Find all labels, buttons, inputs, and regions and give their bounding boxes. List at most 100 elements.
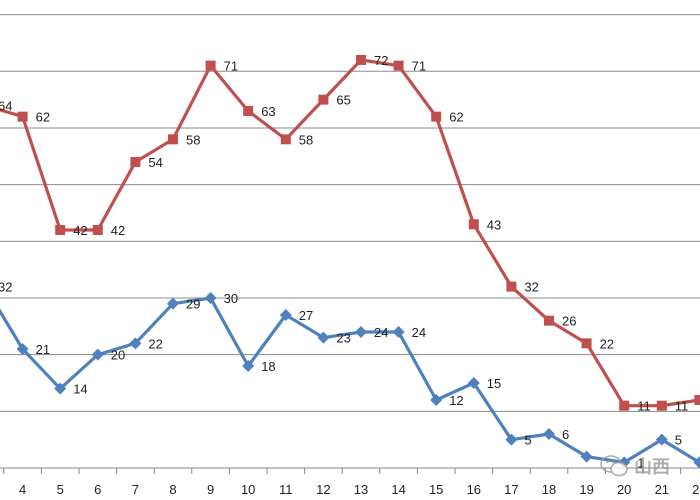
blue-series-point [167, 297, 179, 310]
red-series-point [92, 224, 103, 235]
blue-series-data-label: 1 [637, 455, 644, 470]
red-series-line [0, 58, 700, 408]
red-series-data-label: 42 [73, 223, 87, 238]
blue-series-data-label: 5 [675, 433, 682, 448]
x-tick-label: 4 [19, 482, 26, 497]
x-tick-label: 8 [169, 482, 176, 497]
red-series-data-label: 71 [412, 59, 426, 74]
blue-series-data-label: 27 [299, 308, 313, 323]
red-series-data-label: 54 [148, 155, 162, 170]
red-series-point [393, 60, 404, 71]
blue-series-data-label: 24 [412, 325, 426, 340]
x-tick-label: 20 [617, 482, 631, 497]
blue-series-point [317, 331, 330, 344]
blue-series-line [0, 296, 700, 464]
red-series-data-label: 62 [449, 110, 463, 125]
x-tick-label: 15 [429, 482, 443, 497]
blue-series-point [54, 382, 67, 395]
wechat-icon [600, 455, 628, 477]
blue-series-point [204, 291, 217, 304]
blue-series-point [693, 456, 700, 469]
series-red: 64 62 42 42 54 58 71 63 58 65 72 71 62 43 32 26 22 11 11 [0, 53, 700, 414]
watermark: 山西 [600, 448, 700, 484]
x-tick-label: 11 [279, 482, 293, 497]
blue-series-data-label: 15 [487, 376, 501, 391]
red-series-point [280, 134, 291, 145]
red-series-data-label: 62 [36, 110, 50, 125]
red-series-data-label: 71 [224, 59, 238, 74]
red-series-data-label: 64 [0, 98, 12, 113]
blue-series-point [91, 348, 104, 361]
x-tick-label: 7 [132, 482, 139, 497]
blue-series-point [392, 325, 405, 338]
blue-series-data-label: 29 [186, 297, 200, 312]
red-series-data-label: 65 [336, 93, 350, 108]
blue-series-point [543, 427, 555, 440]
x-tick-label: 12 [316, 482, 330, 497]
watermark-text: 山西 [634, 457, 670, 478]
red-series-data-label: 43 [487, 217, 501, 232]
red-series-data-label: 42 [111, 223, 125, 238]
red-series-data-label: 63 [261, 104, 275, 119]
blue-series-point [129, 337, 142, 350]
x-tick-label: 5 [57, 482, 64, 497]
red-series-data-label: 58 [299, 132, 313, 147]
red-series-point [656, 400, 667, 411]
x-tick-label: 6 [94, 482, 101, 497]
blue-series-point [505, 433, 518, 446]
blue-series-data-label: 22 [148, 336, 162, 351]
red-series-data-label: 58 [186, 132, 200, 147]
blue-series-point [467, 376, 480, 389]
blue-series-point [580, 450, 593, 463]
x-tick-label: 19 [579, 482, 593, 497]
blue-series-point [655, 433, 668, 446]
red-series-data-label: 26 [562, 314, 576, 329]
x-tick-label: 16 [467, 482, 481, 497]
blue-series-data-label: 32 [0, 280, 12, 295]
red-series-point [318, 94, 329, 105]
blue-series-data-label: 5 [524, 433, 531, 448]
red-series-data-label: 11 [637, 399, 651, 414]
blue-series-point [242, 359, 255, 372]
red-series-data-label: 72 [374, 53, 388, 68]
blue-series-point [279, 308, 292, 321]
red-series-point [168, 134, 178, 145]
blue-series-data-label: 18 [261, 359, 275, 374]
red-series-point [544, 315, 554, 326]
red-series-point [468, 219, 479, 230]
blue-series-data-label: 14 [73, 382, 87, 397]
red-series-point [694, 394, 700, 405]
x-tick-label: 17 [504, 482, 518, 497]
x-tick-label: 10 [241, 482, 255, 497]
red-series-point [431, 111, 442, 122]
x-tick-label: 13 [354, 482, 368, 497]
blue-series-point [355, 325, 367, 338]
red-series-point [243, 105, 254, 116]
blue-series-data-label: 20 [111, 348, 125, 363]
blue-series-data-label: 23 [336, 331, 350, 346]
blue-series-point [16, 342, 29, 355]
blue-series-data-label: 30 [224, 291, 238, 306]
x-tick-label: 14 [391, 482, 405, 497]
red-series-point [581, 338, 592, 349]
blue-series-data-label: 6 [562, 427, 569, 442]
red-series-point [17, 111, 28, 122]
blue-series-data-label: 21 [36, 342, 50, 357]
red-series-data-label: 22 [600, 336, 614, 351]
red-series-point [130, 156, 141, 167]
blue-series-data-label: 12 [449, 393, 463, 408]
x-tick-label: 22 [692, 482, 700, 497]
gridlines [0, 14, 700, 412]
x-tick-label: 21 [655, 482, 669, 497]
red-series-point [55, 224, 66, 235]
red-series-point [619, 400, 630, 411]
blue-series-data-label: 24 [374, 325, 388, 340]
red-series-point [356, 54, 366, 65]
red-series-data-label: 11 [675, 399, 689, 414]
x-tick-label: 9 [207, 482, 214, 497]
x-axis-ticks: 345678910111213141516171819202122 [3, 468, 700, 497]
red-series-point [506, 281, 517, 292]
x-tick-label: 18 [542, 482, 556, 497]
